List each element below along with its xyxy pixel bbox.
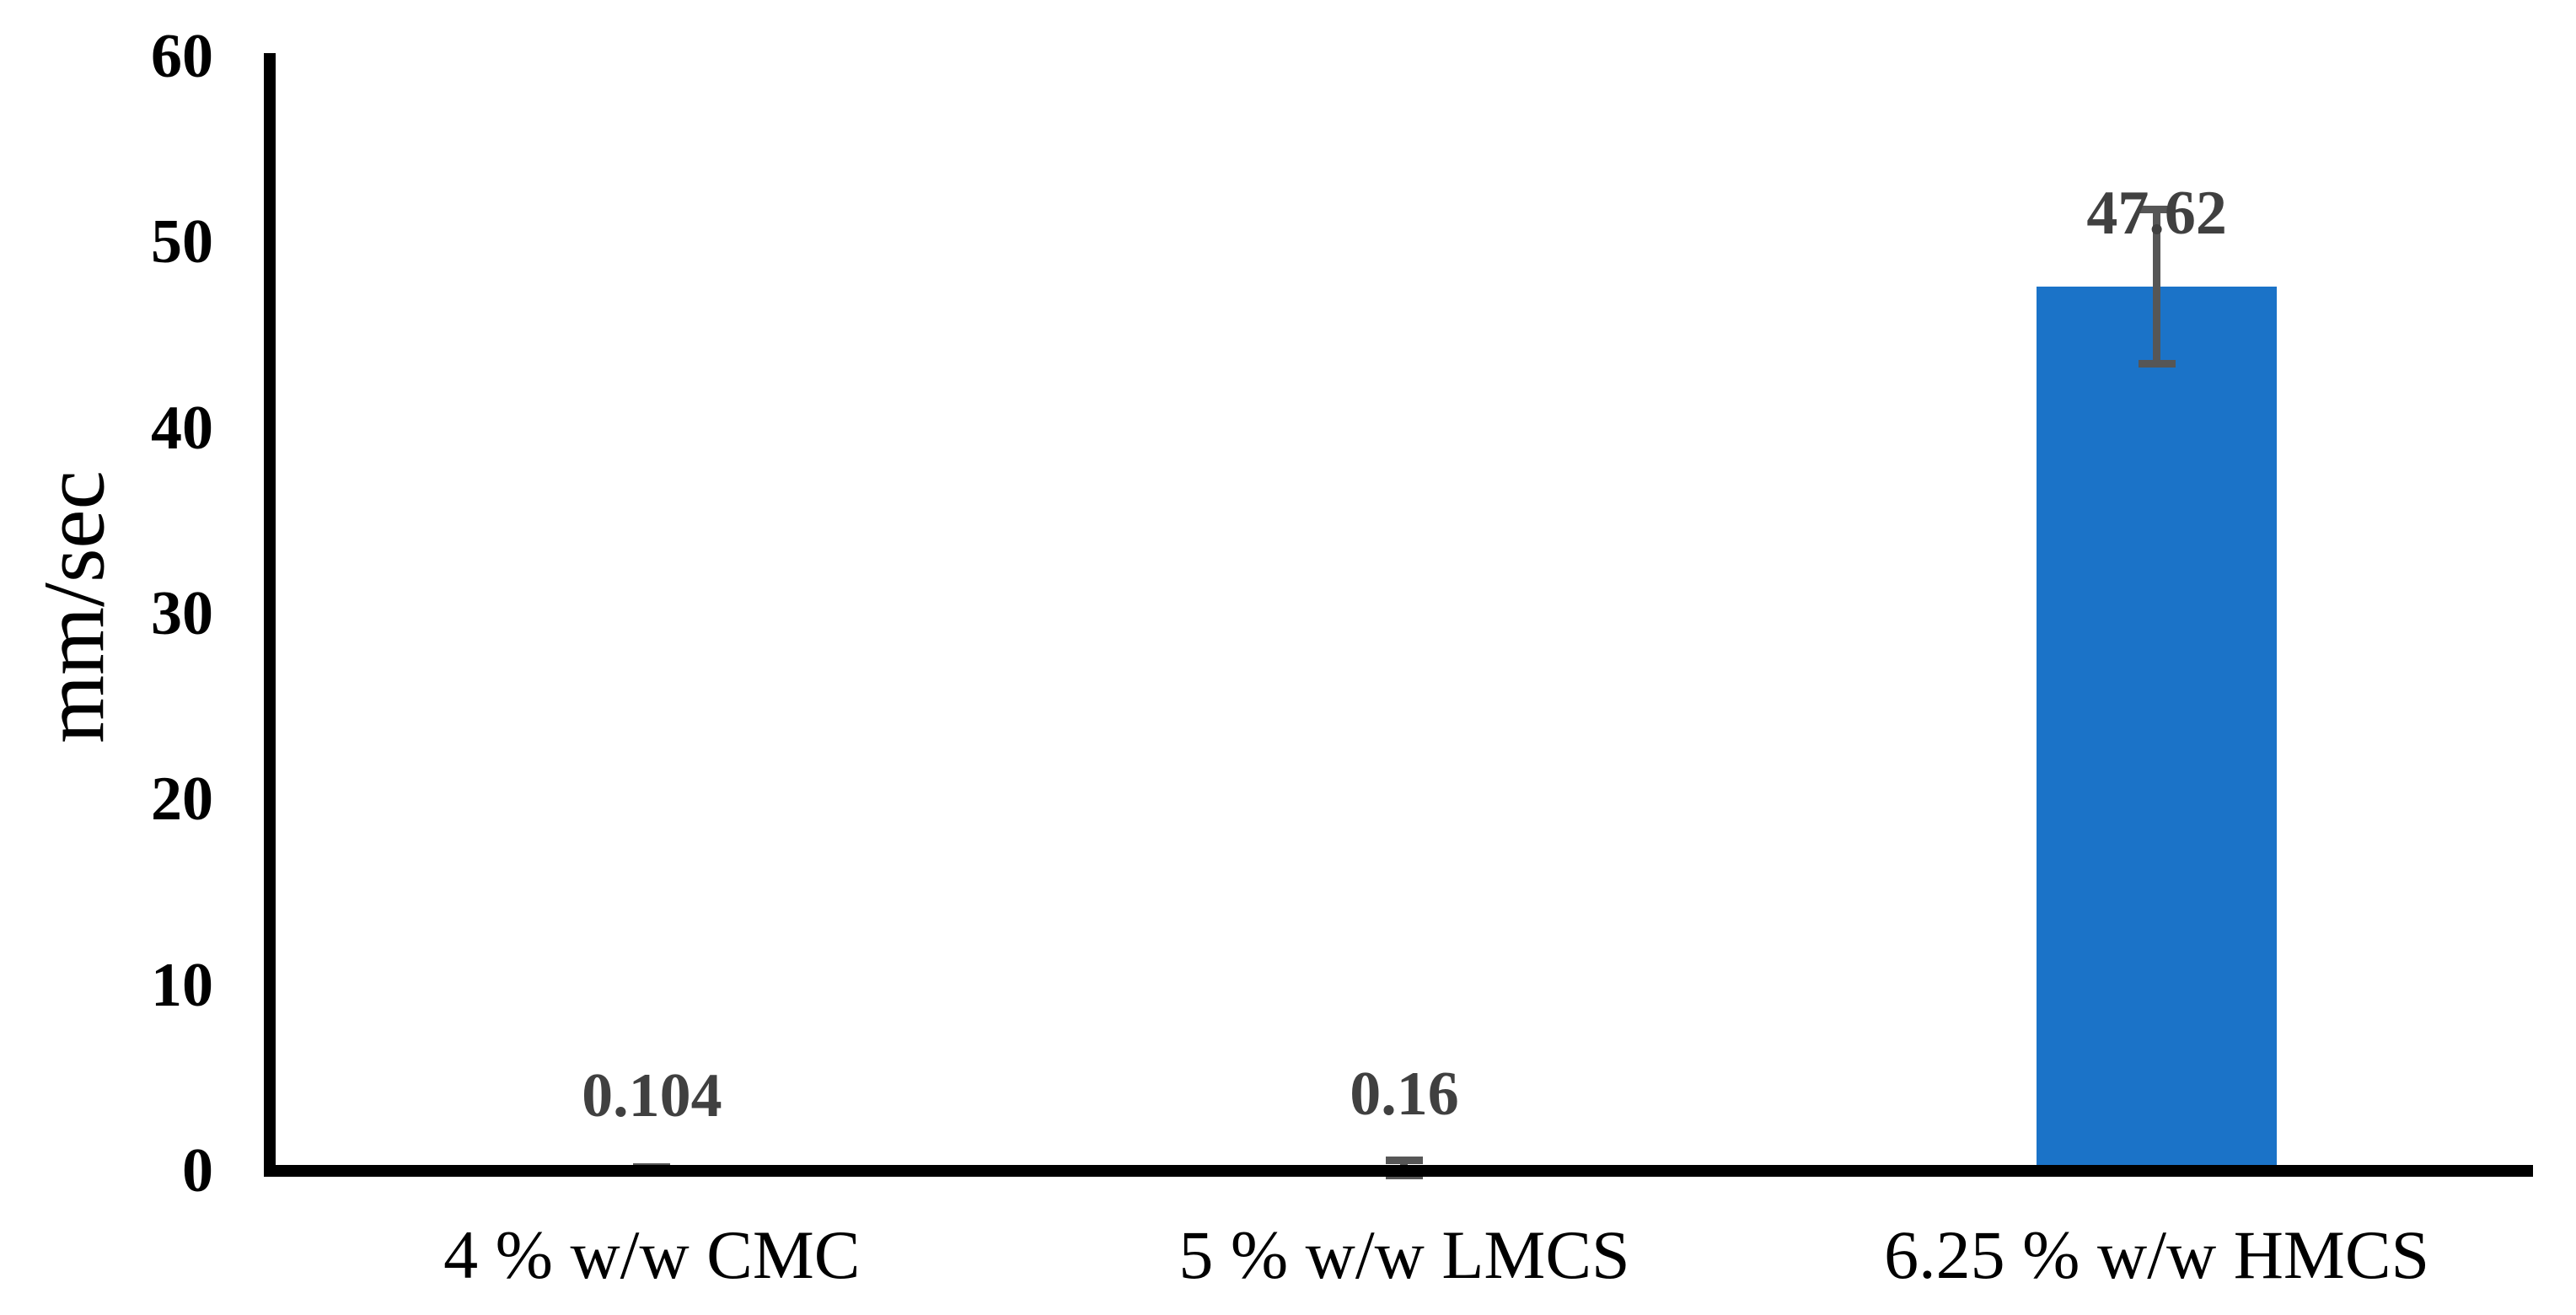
- value-label: 47.62: [2086, 178, 2227, 248]
- value-label: 0.16: [1350, 1060, 1459, 1130]
- category-label: 5 % w/w LMCS: [1178, 1216, 1630, 1293]
- error-bar-cap-top: [1385, 1157, 1423, 1165]
- error-bar-line: [2153, 209, 2161, 364]
- y-tick-label: 10: [151, 950, 213, 1020]
- bar: [2036, 286, 2278, 1171]
- y-tick-label: 60: [151, 22, 213, 91]
- error-bar-cap-bottom: [2138, 359, 2176, 368]
- category-label: 6.25 % w/w HMCS: [1884, 1216, 2430, 1293]
- y-tick-label: 50: [151, 207, 213, 277]
- y-axis-line: [264, 53, 276, 1177]
- value-label: 0.104: [582, 1060, 722, 1130]
- category-slot: 47.62 6.25 % w/w HMCS: [1780, 0, 2533, 1315]
- category-label: 4 % w/w CMC: [443, 1216, 861, 1293]
- y-tick-label: 40: [151, 393, 213, 463]
- y-tick-label: 0: [182, 1136, 213, 1205]
- error-bar-cap-top: [2138, 205, 2176, 213]
- category-slot: 0.104 4 % w/w CMC: [276, 0, 1028, 1315]
- y-tick-label: 20: [151, 765, 213, 835]
- y-tick-label: 30: [151, 579, 213, 648]
- category-slot: 0.16 5 % w/w LMCS: [1028, 0, 1781, 1315]
- x-axis-line: [264, 1165, 2533, 1177]
